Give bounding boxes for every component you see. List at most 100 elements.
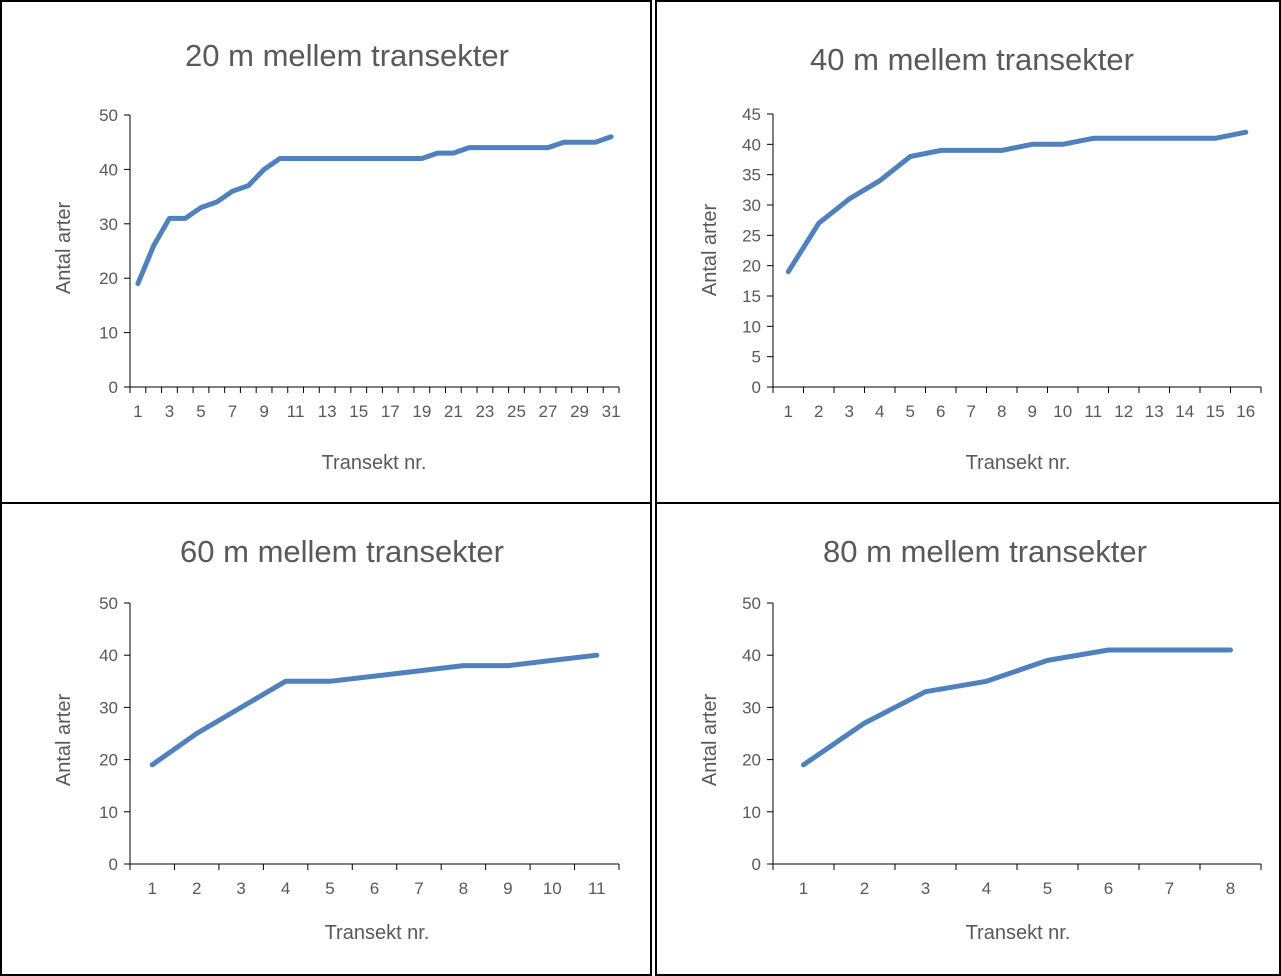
x-tick-label: 6	[936, 402, 945, 421]
x-tick-label: 14	[1175, 402, 1194, 421]
y-tick-label: 50	[99, 594, 118, 613]
x-tick-label: 4	[281, 879, 290, 898]
x-tick-label: 31	[602, 402, 621, 421]
y-tick-label: 40	[99, 646, 118, 665]
x-tick-label: 19	[412, 402, 431, 421]
x-tick-label: 11	[588, 879, 606, 898]
y-axis-label: Antal arter	[53, 202, 75, 295]
chart-panel-60m: 60 m mellem transekter Transekt nr. Anta…	[0, 502, 652, 976]
chart-title: 80 m mellem transekter	[823, 534, 1147, 569]
x-tick-label: 5	[1043, 879, 1052, 898]
x-tick-label: 10	[543, 879, 562, 898]
x-tick-label: 13	[1145, 402, 1164, 421]
y-tick-label: 30	[742, 698, 761, 717]
x-axis-label: Transekt nr.	[966, 922, 1071, 944]
x-tick-label: 23	[475, 402, 494, 421]
x-tick-label: 11	[287, 402, 305, 421]
x-tick-label: 25	[507, 402, 526, 421]
x-tick-label: 3	[921, 879, 930, 898]
x-tick-label: 4	[982, 879, 991, 898]
x-tick-label: 6	[370, 879, 379, 898]
chart-title: 60 m mellem transekter	[180, 534, 504, 569]
y-tick-label: 20	[742, 257, 761, 276]
chart-panel-20m: 20 m mellem transekter Transekt nr. Anta…	[0, 0, 652, 504]
chart-title: 40 m mellem transekter	[810, 42, 1134, 77]
y-tick-label: 0	[109, 855, 118, 874]
x-tick-label: 8	[997, 402, 1006, 421]
x-tick-label: 3	[236, 879, 245, 898]
y-axis-label: Antal arter	[53, 694, 75, 787]
chart-40m: 40 m mellem transekter Transekt nr. Anta…	[699, 42, 1262, 474]
x-tick-label: 2	[814, 402, 823, 421]
y-tick-label: 10	[99, 803, 118, 822]
x-tick-label: 1	[147, 879, 156, 898]
y-tick-label: 0	[752, 855, 761, 874]
x-tick-label: 21	[444, 402, 463, 421]
x-tick-label: 7	[228, 402, 237, 421]
y-tick-label: 30	[742, 196, 761, 215]
chart-80m: 80 m mellem transekter Transekt nr. Anta…	[699, 534, 1262, 944]
y-tick-label: 40	[99, 160, 118, 179]
x-tick-label: 5	[906, 402, 915, 421]
y-tick-label: 5	[752, 348, 761, 367]
x-tick-label: 7	[1165, 879, 1174, 898]
y-tick-label: 0	[109, 378, 118, 397]
chart-title: 20 m mellem transekter	[185, 38, 509, 73]
x-tick-label: 10	[1053, 402, 1072, 421]
y-tick-label: 45	[742, 105, 761, 124]
x-tick-label: 29	[570, 402, 589, 421]
y-axis-label: Antal arter	[699, 204, 721, 297]
y-axis-label: Antal arter	[699, 694, 721, 787]
x-tick-label: 7	[414, 879, 423, 898]
x-axis-label: Transekt nr.	[966, 452, 1071, 474]
y-tick-label: 20	[99, 751, 118, 770]
y-tick-label: 40	[742, 646, 761, 665]
x-tick-label: 16	[1236, 402, 1255, 421]
x-tick-label: 15	[349, 402, 368, 421]
x-tick-label: 17	[381, 402, 400, 421]
chart-60m: 60 m mellem transekter Transekt nr. Anta…	[53, 534, 620, 944]
x-tick-label: 5	[325, 879, 334, 898]
y-tick-label: 0	[752, 378, 761, 397]
chart-20m: 20 m mellem transekter Transekt nr. Anta…	[53, 38, 621, 474]
x-tick-label: 5	[196, 402, 205, 421]
x-tick-label: 3	[845, 402, 854, 421]
series-line	[149, 652, 600, 768]
x-tick-label: 3	[165, 402, 174, 421]
y-tick-label: 20	[99, 269, 118, 288]
x-axis-label: Transekt nr.	[322, 452, 427, 474]
y-tick-label: 35	[742, 166, 761, 185]
x-tick-label: 15	[1206, 402, 1225, 421]
x-tick-label: 12	[1114, 402, 1133, 421]
x-tick-label: 1	[133, 402, 142, 421]
x-tick-label: 9	[1028, 402, 1037, 421]
y-tick-label: 15	[742, 287, 761, 306]
x-tick-label: 9	[259, 402, 268, 421]
y-tick-label: 30	[99, 215, 118, 234]
x-tick-label: 1	[799, 879, 808, 898]
y-tick-label: 25	[742, 226, 761, 245]
series-line	[785, 129, 1249, 275]
y-tick-label: 50	[99, 106, 118, 125]
x-axis-label: Transekt nr.	[325, 922, 430, 944]
x-tick-label: 7	[967, 402, 976, 421]
x-tick-label: 8	[1226, 879, 1235, 898]
y-tick-label: 40	[742, 135, 761, 154]
y-tick-label: 10	[99, 324, 118, 343]
x-tick-label: 2	[192, 879, 201, 898]
x-tick-label: 4	[875, 402, 884, 421]
series-line	[801, 647, 1233, 768]
x-tick-label: 13	[318, 402, 337, 421]
y-tick-label: 10	[742, 317, 761, 336]
x-tick-label: 11	[1084, 402, 1102, 421]
x-tick-label: 1	[784, 402, 793, 421]
x-tick-label: 9	[503, 879, 512, 898]
x-tick-label: 2	[860, 879, 869, 898]
chart-panel-80m: 80 m mellem transekter Transekt nr. Anta…	[655, 502, 1281, 976]
y-tick-label: 10	[742, 803, 761, 822]
x-tick-label: 6	[1104, 879, 1113, 898]
y-tick-label: 20	[742, 751, 761, 770]
series-line	[135, 134, 614, 287]
y-tick-label: 30	[99, 698, 118, 717]
